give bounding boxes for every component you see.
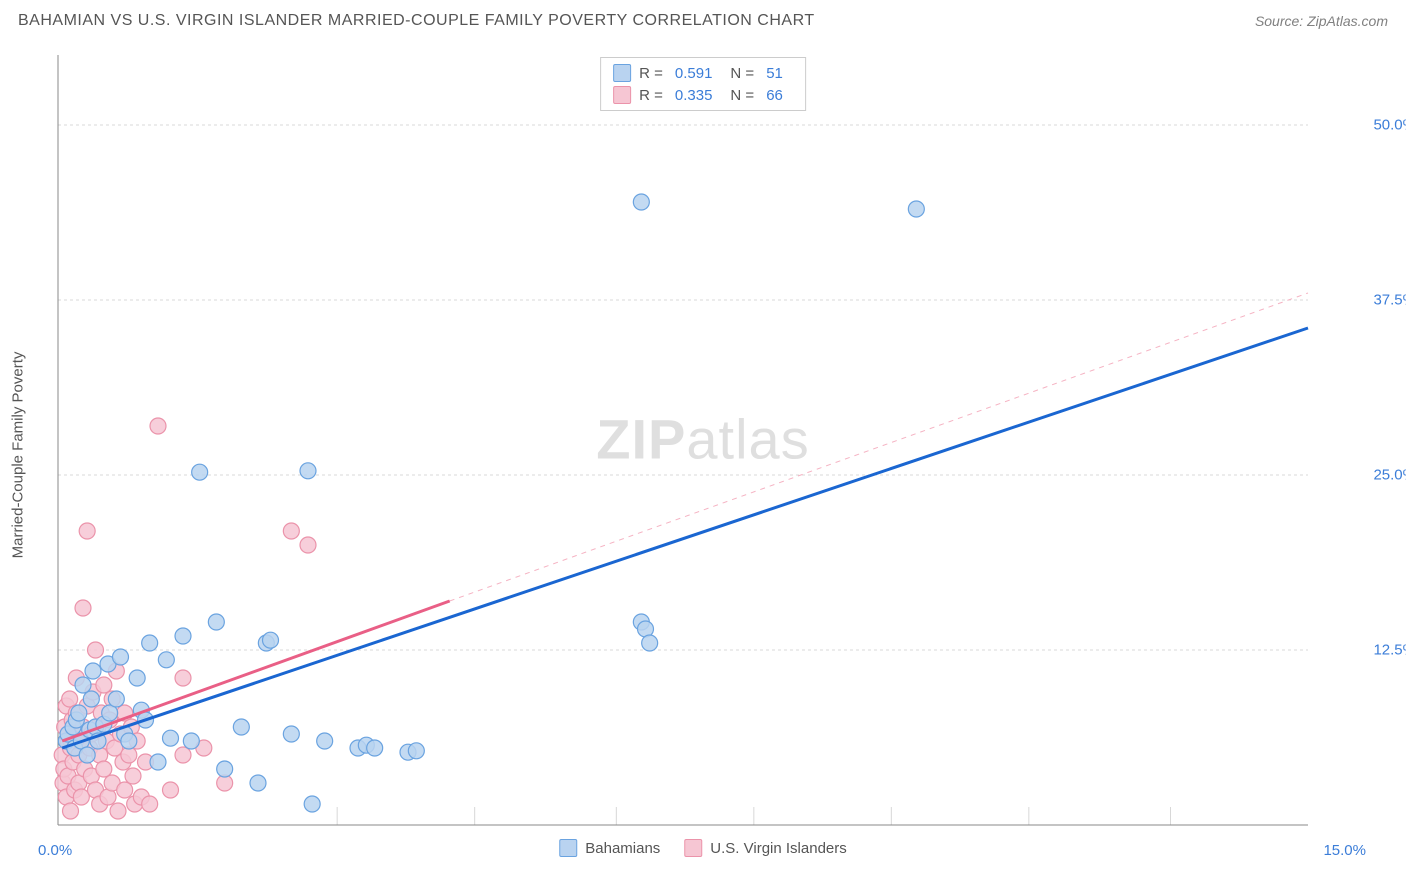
r-label: R = (639, 65, 663, 82)
y-tick-label: 25.0% (1373, 467, 1406, 484)
n-value-usvi: 66 (766, 87, 783, 104)
swatch-usvi-icon (613, 86, 631, 104)
r-value-bahamians: 0.591 (675, 65, 713, 82)
legend-label-usvi: U.S. Virgin Islanders (710, 840, 846, 857)
swatch-bahamians-icon (613, 64, 631, 82)
y-tick-label: 50.0% (1373, 117, 1406, 134)
swatch-bahamians-icon (559, 839, 577, 857)
correlation-row-usvi: R = 0.335 N = 66 (613, 84, 793, 106)
n-label: N = (730, 65, 754, 82)
n-value-bahamians: 51 (766, 65, 783, 82)
source-label: Source: ZipAtlas.com (1255, 13, 1388, 29)
y-tick-label: 37.5% (1373, 292, 1406, 309)
legend-item-bahamians: Bahamians (559, 839, 660, 857)
legend-label-bahamians: Bahamians (585, 840, 660, 857)
series-legend: Bahamians U.S. Virgin Islanders (559, 839, 847, 857)
r-label: R = (639, 87, 663, 104)
y-axis-label: Married-Couple Family Poverty (10, 352, 27, 559)
header: BAHAMIAN VS U.S. VIRGIN ISLANDER MARRIED… (0, 0, 1406, 42)
correlation-legend: R = 0.591 N = 51 R = 0.335 N = 66 (600, 57, 806, 111)
r-value-usvi: 0.335 (675, 87, 713, 104)
x-axis-min-label: 0.0% (38, 842, 72, 859)
swatch-usvi-icon (684, 839, 702, 857)
scatter-plot (48, 55, 1358, 855)
correlation-row-bahamians: R = 0.591 N = 51 (613, 62, 793, 84)
y-tick-label: 12.5% (1373, 642, 1406, 659)
legend-item-usvi: U.S. Virgin Islanders (684, 839, 846, 857)
chart-title: BAHAMIAN VS U.S. VIRGIN ISLANDER MARRIED… (18, 12, 815, 30)
n-label: N = (730, 87, 754, 104)
x-axis-max-label: 15.0% (1323, 842, 1366, 859)
chart-area: Married-Couple Family Poverty ZIPatlas R… (48, 55, 1358, 855)
